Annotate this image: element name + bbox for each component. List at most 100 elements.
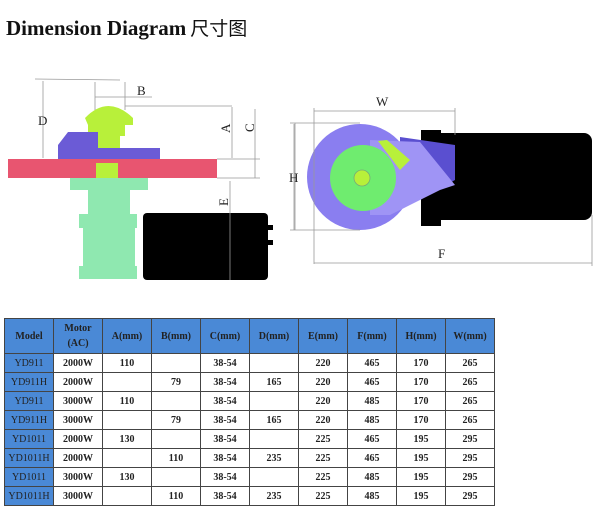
table-cell (102, 372, 152, 392)
model-cell: YD1011H (4, 448, 54, 468)
table-cell: 38-54 (200, 410, 250, 430)
label-d: D (38, 113, 47, 128)
side-view (8, 78, 295, 280)
table-cell: 110 (151, 448, 201, 468)
table-cell: 295 (445, 429, 495, 449)
table-cell: 2000W (53, 372, 103, 392)
table-cell: 110 (151, 486, 201, 506)
table-cell: 38-54 (200, 486, 250, 506)
table-cell: 38-54 (200, 429, 250, 449)
table-row: YD1011H 2000W 110 38-54 235 225 465 195 295 (4, 448, 495, 468)
model-cell: YD911 (4, 391, 54, 411)
column-header: A(mm) (102, 318, 152, 354)
table-cell: 220 (298, 391, 348, 411)
column-header: D(mm) (249, 318, 299, 354)
model-cell: YD911 (4, 353, 54, 373)
table-cell: 485 (347, 410, 397, 430)
table-cell: 235 (249, 486, 299, 506)
column-header: Motor (AC) (53, 318, 103, 354)
table-cell: 485 (347, 391, 397, 411)
title-cn: 尺寸图 (190, 18, 248, 40)
table-cell: 235 (249, 448, 299, 468)
table-cell (151, 467, 201, 487)
model-cell: YD1011 (4, 429, 54, 449)
table-cell: 485 (347, 486, 397, 506)
table-cell: 38-54 (200, 448, 250, 468)
table-row: YD911 2000W 110 38-54 220 465 170 265 (4, 353, 495, 373)
table-cell: 195 (396, 448, 446, 468)
table-cell: 79 (151, 410, 201, 430)
table-cell: 170 (396, 410, 446, 430)
table-cell (102, 486, 152, 506)
model-cell: YD911H (4, 410, 54, 430)
table-cell: 165 (249, 410, 299, 430)
title-en: Dimension Diagram (6, 16, 187, 40)
table-cell: 38-54 (200, 467, 250, 487)
table-cell: 220 (298, 372, 348, 392)
label-c: C (242, 123, 257, 132)
table-cell: 38-54 (200, 391, 250, 411)
table-cell: 195 (396, 467, 446, 487)
table-cell: 3000W (53, 410, 103, 430)
table-cell: 165 (249, 372, 299, 392)
label-f: F (438, 246, 445, 261)
table-cell: 110 (102, 353, 152, 373)
table-cell: 225 (298, 486, 348, 506)
column-header: W(mm) (445, 318, 495, 354)
column-header: H(mm) (396, 318, 446, 354)
label-a: A (218, 123, 233, 133)
table-header-row: Model Motor (AC) A(mm) B(mm) C(mm) D(mm) E(mm)… (4, 318, 495, 354)
table-cell: 2000W (53, 429, 103, 449)
table-cell: 265 (445, 391, 495, 411)
table-cell: 295 (445, 486, 495, 506)
table-cell: 170 (396, 353, 446, 373)
table-cell: 265 (445, 353, 495, 373)
table-cell: 3000W (53, 486, 103, 506)
table-cell: 225 (298, 429, 348, 449)
label-b: B (137, 83, 146, 98)
column-header: F(mm) (347, 318, 397, 354)
table-cell: 465 (347, 372, 397, 392)
table-cell: 465 (347, 448, 397, 468)
table-cell: 110 (102, 391, 152, 411)
table-cell: 295 (445, 448, 495, 468)
table-row: YD1011 3000W 130 38-54 225 485 195 295 (4, 467, 495, 487)
table-row: YD1011H 3000W 110 38-54 235 225 485 195 295 (4, 486, 495, 506)
table-cell: 220 (298, 353, 348, 373)
column-header: Model (4, 318, 54, 354)
table-cell: 225 (298, 448, 348, 468)
table-cell: 225 (298, 467, 348, 487)
page-title: Dimension Diagram 尺寸图 (6, 14, 247, 41)
table-cell: 3000W (53, 467, 103, 487)
table-cell (249, 429, 299, 449)
table-cell (102, 410, 152, 430)
table-cell (151, 391, 201, 411)
table-cell: 38-54 (200, 372, 250, 392)
table-cell: 195 (396, 429, 446, 449)
table-cell (151, 353, 201, 373)
table-cell: 465 (347, 353, 397, 373)
table-cell: 485 (347, 467, 397, 487)
column-header: E(mm) (298, 318, 348, 354)
table-cell (249, 467, 299, 487)
table-cell: 220 (298, 410, 348, 430)
table-cell: 170 (396, 372, 446, 392)
model-cell: YD911H (4, 372, 54, 392)
table-row: YD1011 2000W 130 38-54 225 465 195 295 (4, 429, 495, 449)
table-cell: 2000W (53, 448, 103, 468)
label-w: W (376, 94, 389, 109)
table-cell: 38-54 (200, 353, 250, 373)
table-cell (102, 448, 152, 468)
table-cell: 79 (151, 372, 201, 392)
table-cell (151, 429, 201, 449)
table-row: YD911H 3000W 79 38-54 165 220 485 170 265 (4, 410, 495, 430)
column-header: B(mm) (151, 318, 201, 354)
label-h: H (289, 170, 298, 185)
column-header: C(mm) (200, 318, 250, 354)
table-row: YD911 3000W 110 38-54 220 485 170 265 (4, 391, 495, 411)
table-cell: 170 (396, 391, 446, 411)
top-view (290, 108, 593, 266)
table-cell: 265 (445, 372, 495, 392)
table-cell: 3000W (53, 391, 103, 411)
label-e: E (216, 198, 231, 206)
